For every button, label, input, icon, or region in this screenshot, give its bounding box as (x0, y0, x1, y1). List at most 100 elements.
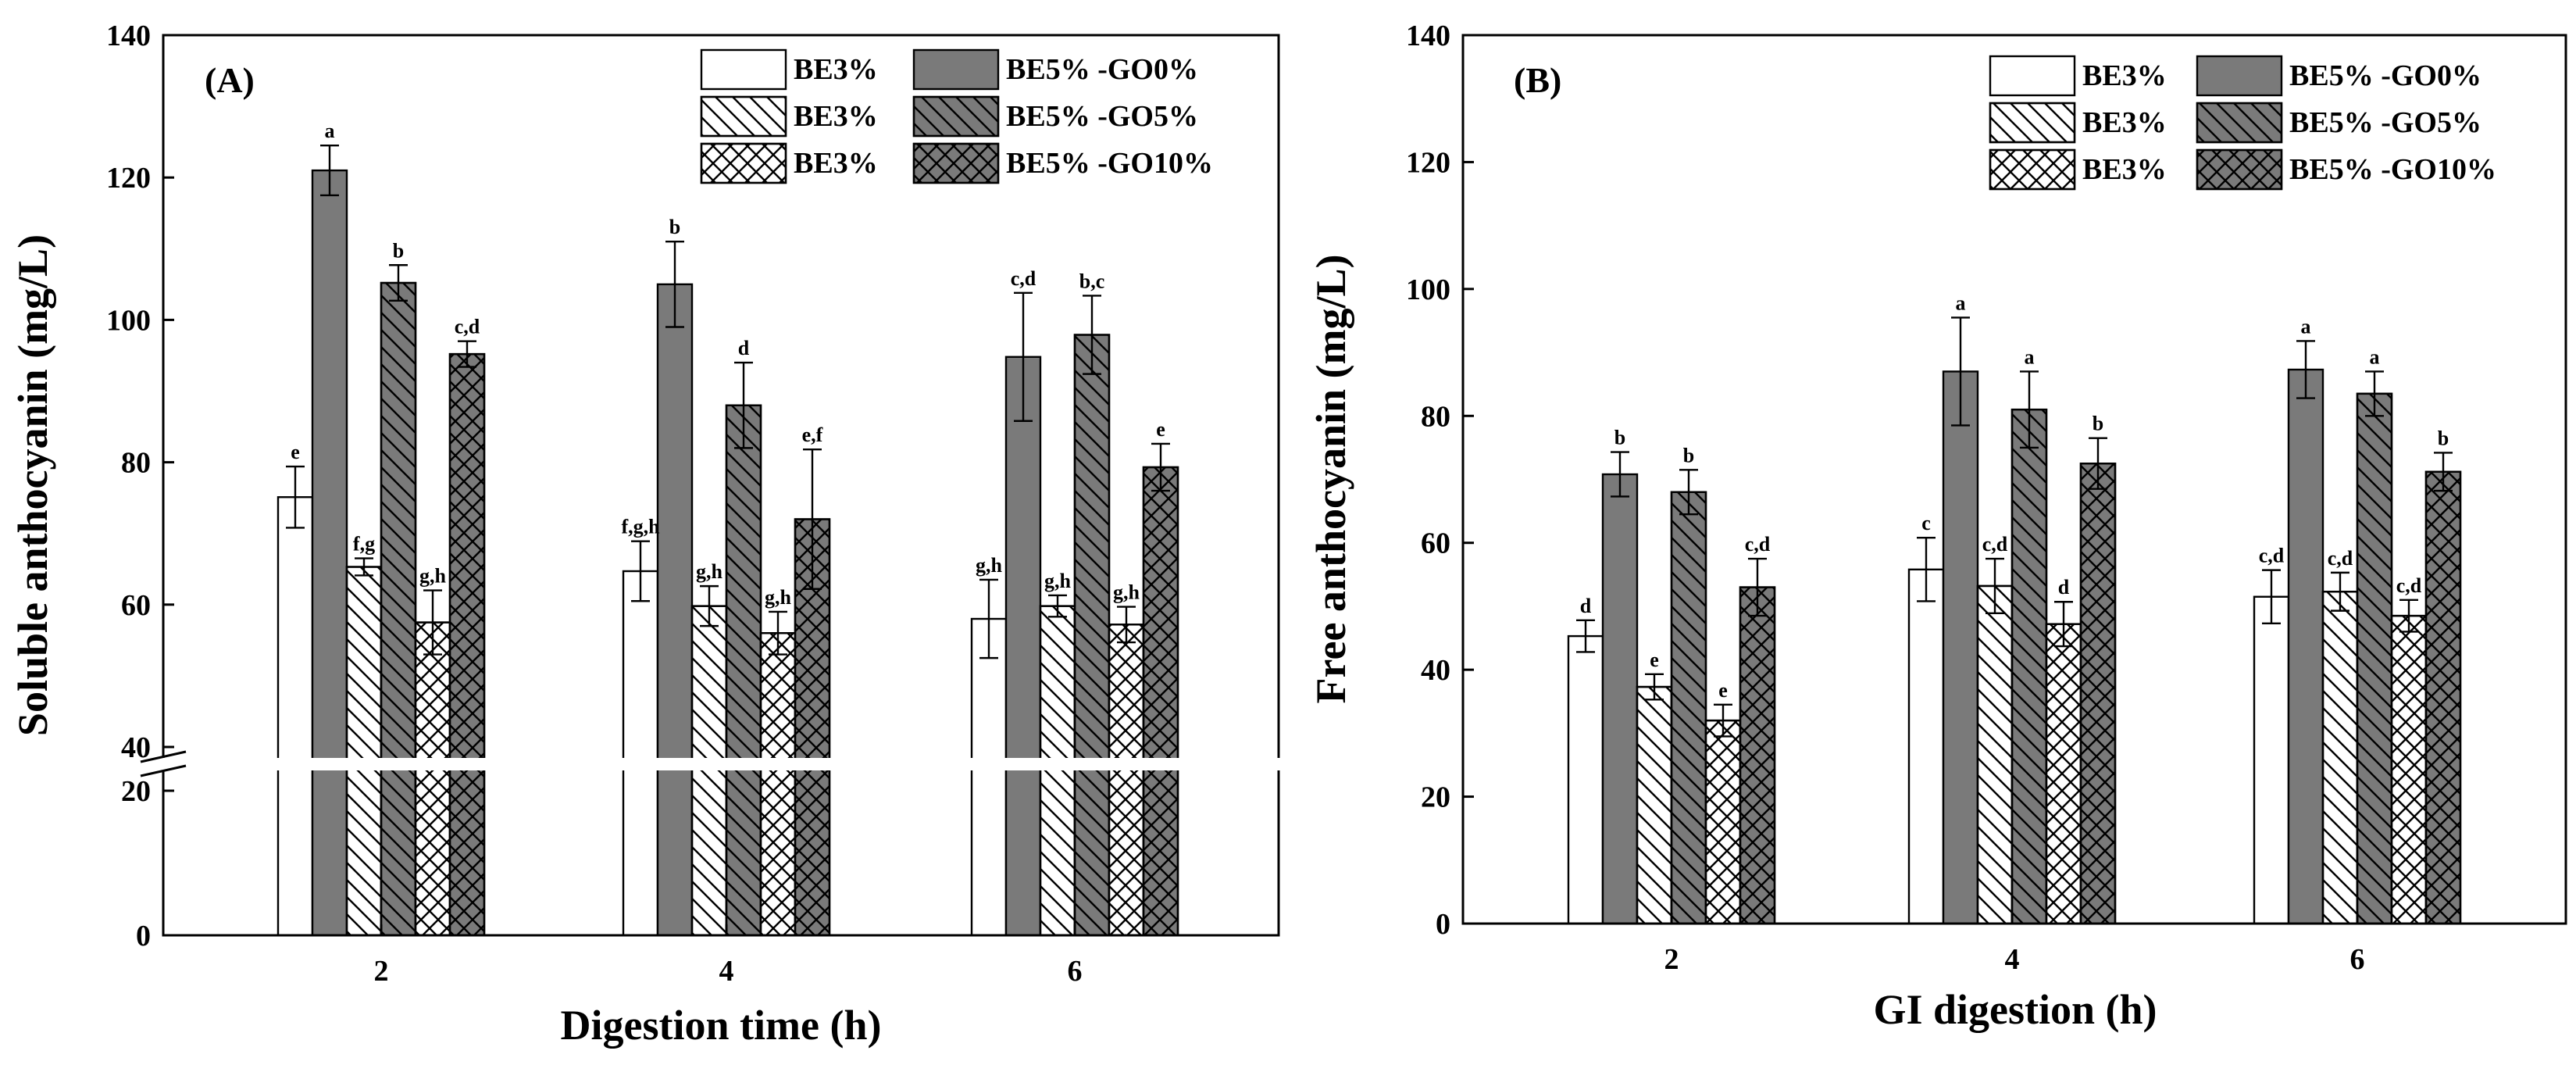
panel-b-legend-label-6: BE5% -GO10% (2289, 153, 2496, 186)
panel-a-y-tick-label-80: 80 (121, 447, 151, 480)
panel-a-legend-label-5: BE3% (794, 147, 878, 180)
panel-b-sig-label-6-cat-4: b (2093, 413, 2103, 435)
panel-a-axis-break (140, 750, 1289, 777)
panel-b-plot-frame (1461, 34, 2567, 925)
panel-a-legend-label-6: BE5% -GO10% (1006, 147, 1213, 180)
panel-b-sig-label-2-cat-4: a (1956, 291, 1966, 314)
panel-a-significance-labels: e a f,g b g,h c,d f,g,h b g,h d g,h e,f g,h c,d g,h b,c… (291, 120, 1165, 609)
panel-b-y-tick-label-40: 40 (1421, 654, 1450, 687)
panel-b-sig-label-2-cat-6: a (2301, 315, 2311, 338)
panel-a-bar-1-cat-4 (622, 570, 659, 937)
panel-a-y-ticks: 0 20 40 60 80 100 120 140 (106, 20, 174, 952)
panel-b-y-tick-label-60: 60 (1421, 527, 1450, 560)
panel-b-bar-2-cat-2 (1601, 473, 1639, 925)
panel-b-sig-label-5-cat-6: c,d (2396, 574, 2422, 597)
panel-b-bar-2-cat-6 (2287, 368, 2324, 925)
panel-a-bar-6-cat-6-hatch (1142, 466, 1179, 937)
axis-break-mark-upper (140, 750, 187, 763)
panel-a-error-bar-1-cat-2 (286, 465, 305, 529)
panel-a-legend-swatch-1 (700, 48, 787, 91)
panel-b-legend-label-4: BE5% -GO5% (2289, 106, 2481, 139)
panel-b-sig-label-1-cat-6: c,d (2259, 545, 2285, 567)
panel-b-legend-swatch-5-hatch (1989, 148, 2076, 191)
panel-a-sig-label-6-cat-6: e (1156, 418, 1165, 441)
panel-b-error-bar-3-cat-6 (2331, 571, 2349, 612)
panel-a-bar-5-cat-2-hatch (414, 621, 451, 937)
panel-b-error-bar-2-cat-6 (2296, 340, 2315, 399)
panel-a-error-bar-5-cat-6 (1117, 606, 1136, 644)
panel-b-legend-swatch-1 (1989, 55, 2076, 97)
panel-a-sig-label-1-cat-2: e (291, 441, 300, 463)
panel-a-x-axis-title: Digestion time (h) (561, 1002, 882, 1049)
axis-break-gap (141, 758, 1289, 770)
panel-a-y-tick-label-0: 0 (136, 920, 151, 952)
panel-a-legend-swatch-2 (912, 48, 1000, 91)
panel-a-bar-4-cat-2-hatch (380, 281, 417, 937)
panel-b-x-ticks: 2 4 6 (1664, 913, 2365, 976)
panel-b-error-bars (1576, 316, 2453, 738)
panel-a-sig-label-5-cat-4: g,h (765, 586, 792, 609)
panel-a-error-bar-4-cat-2 (389, 264, 408, 302)
panel-b-error-bar-4-cat-4 (2020, 370, 2039, 449)
panel-b-x-tick-label-6: 6 (2350, 943, 2365, 976)
panel-a: e a f,g b g,h c,d f,g,h b g,h d g,h e,f g,h c,d g,h b,c… (9, 20, 1289, 1049)
panel-b-bar-3-cat-6-hatch (2321, 591, 2359, 925)
panel-b-significance-labels: d b e b e c,d c a c,d a d b c,d a c,d a c,d b (1580, 291, 2449, 701)
panel-b-sig-label-6-cat-2: c,d (1745, 533, 1771, 556)
panel-a-sig-label-3-cat-4: g,h (696, 560, 723, 583)
panel-a-y-tick-label-140: 140 (106, 20, 151, 52)
panel-a-sig-label-1-cat-4: f,g,h (621, 516, 660, 538)
panel-a-legend-swatch-3-hatch (700, 95, 787, 138)
panel-b-sig-label-4-cat-4: a (2025, 345, 2035, 368)
panel-b-bar-1-cat-2 (1567, 634, 1604, 925)
panel-b-sig-label-4-cat-2: b (1683, 444, 1694, 466)
panel-b-bar-4-cat-6-hatch (2356, 392, 2393, 925)
panel-b-error-bar-3-cat-2 (1645, 673, 1664, 701)
panel-b-legend-label-3: BE3% (2082, 106, 2167, 139)
panel-a-sig-label-4-cat-2: b (393, 239, 404, 262)
panel-b-error-bar-1-cat-4 (1917, 537, 1936, 602)
panel-b-error-bar-5-cat-6 (2399, 599, 2418, 633)
panel-a-sig-label-2-cat-4: b (669, 216, 680, 238)
panel-b-error-bar-5-cat-4 (2054, 601, 2073, 648)
panel-a-bar-3-cat-4-hatch (690, 605, 728, 937)
panel-a-error-bar-3-cat-6 (1048, 594, 1067, 618)
panel-a-bar-2-cat-4 (656, 283, 694, 937)
panel-a-x-tick-label-4: 4 (719, 955, 734, 988)
panel-a-error-bars (286, 145, 1170, 659)
panel-b: d b e b e c,d c a c,d a d b c,d a c,d a c,d b 0 20 40 60 80 10… (1308, 20, 2567, 1033)
panel-a-error-bar-3-cat-2 (355, 557, 373, 577)
panel-a-sig-label-1-cat-6: g,h (976, 554, 1003, 577)
panel-a-bar-2-cat-6 (1004, 356, 1042, 937)
panel-b-bar-4-cat-2-hatch (1670, 491, 1707, 925)
panel-b-legend: BE3% BE5% -GO0% BE3% BE5% -GO5% BE3% BE5% -GO… (1989, 55, 2496, 191)
panel-a-legend-swatch-6-hatch (912, 142, 1000, 184)
panel-b-sig-label-6-cat-6: b (2438, 427, 2449, 449)
panel-b-bar-3-cat-2-hatch (1636, 685, 1673, 925)
panel-b-sig-label-5-cat-2: e (1718, 679, 1728, 702)
panel-b-bar-3-cat-4-hatch (1976, 584, 2014, 925)
panel-a-bar-1-cat-2 (277, 496, 314, 937)
panel-b-legend-label-1: BE3% (2082, 59, 2167, 92)
panel-a-legend-label-3: BE3% (794, 100, 878, 133)
panel-b-legend-swatch-3-hatch (1989, 102, 2076, 144)
panel-a-bar-3-cat-6-hatch (1039, 605, 1076, 937)
panel-b-bar-1-cat-6 (2253, 595, 2290, 925)
panel-a-bar-4-cat-6-hatch (1073, 334, 1111, 937)
panel-b-sig-label-3-cat-6: c,d (2328, 547, 2353, 570)
panel-a-sig-label-2-cat-2: a (325, 120, 335, 142)
panel-a-error-bar-4-cat-6 (1083, 295, 1101, 375)
panel-a-sig-label-5-cat-6: g,h (1113, 581, 1140, 604)
panel-a-x-ticks: 2 4 6 (374, 924, 1083, 988)
panel-b-sig-label-5-cat-4: d (2058, 576, 2070, 599)
panel-a-error-bar-6-cat-4 (803, 449, 822, 590)
panel-a-label: (A) (205, 60, 255, 100)
panel-a-legend-swatch-5-hatch (700, 142, 787, 184)
panel-a-sig-label-4-cat-4: d (738, 337, 750, 359)
panel-a-error-bar-5-cat-4 (769, 610, 787, 656)
panel-a-bar-2-cat-2 (311, 169, 348, 937)
panel-a-x-tick-label-6: 6 (1068, 955, 1083, 988)
panel-b-error-bar-5-cat-2 (1714, 703, 1732, 738)
panel-b-bars (1567, 368, 2462, 925)
